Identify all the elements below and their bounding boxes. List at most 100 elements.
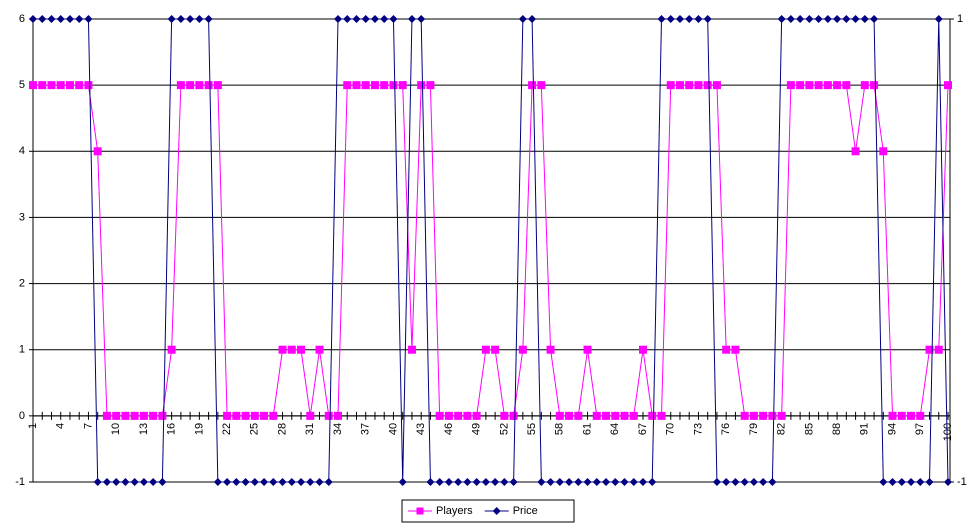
data-point bbox=[334, 15, 342, 23]
series-line bbox=[33, 84, 949, 417]
data-point bbox=[722, 478, 731, 486]
data-point bbox=[75, 81, 84, 90]
data-point bbox=[260, 411, 269, 420]
data-point bbox=[731, 478, 740, 486]
data-point bbox=[675, 81, 684, 90]
data-point bbox=[444, 478, 453, 486]
data-point bbox=[380, 81, 389, 90]
data-point bbox=[583, 345, 592, 354]
x-tick-label: 7 bbox=[82, 423, 94, 429]
y-tick-label: 3 bbox=[19, 211, 25, 223]
data-point bbox=[204, 15, 213, 23]
data-point bbox=[611, 478, 620, 486]
data-point bbox=[213, 478, 222, 486]
data-point bbox=[93, 147, 102, 156]
data-point bbox=[29, 15, 37, 23]
data-point bbox=[463, 411, 472, 420]
data-point bbox=[639, 478, 647, 486]
x-tick-label: 1 bbox=[27, 423, 39, 429]
data-point bbox=[925, 478, 934, 486]
data-point bbox=[666, 15, 675, 23]
data-point bbox=[352, 81, 361, 90]
data-point bbox=[398, 81, 407, 90]
legend-label: Players bbox=[436, 505, 473, 517]
y-tick-label: 5 bbox=[19, 79, 25, 91]
data-point bbox=[546, 478, 555, 486]
data-point bbox=[435, 411, 444, 420]
x-tick-label: 55 bbox=[526, 423, 538, 435]
data-point bbox=[740, 478, 749, 486]
data-point bbox=[518, 15, 527, 23]
x-tick-label: 91 bbox=[859, 423, 871, 435]
data-point bbox=[287, 345, 296, 354]
data-point bbox=[65, 81, 74, 90]
data-point bbox=[481, 478, 490, 486]
data-point bbox=[370, 15, 379, 23]
data-point bbox=[121, 411, 130, 420]
data-point bbox=[426, 478, 435, 486]
data-point bbox=[204, 81, 213, 90]
data-point bbox=[602, 478, 611, 486]
data-point bbox=[934, 15, 943, 23]
x-tick-label: 28 bbox=[276, 423, 288, 435]
data-point bbox=[759, 478, 768, 486]
data-point bbox=[796, 15, 805, 23]
data-point bbox=[139, 411, 148, 420]
x-tick-label: 70 bbox=[665, 423, 677, 435]
data-point bbox=[380, 15, 389, 23]
data-point bbox=[749, 478, 758, 486]
data-point bbox=[944, 81, 952, 90]
data-point bbox=[481, 345, 490, 354]
data-point bbox=[583, 478, 592, 486]
data-point bbox=[574, 411, 583, 420]
y-tick-label: 2 bbox=[19, 277, 25, 289]
data-point bbox=[130, 478, 139, 486]
data-point bbox=[435, 478, 444, 486]
data-point bbox=[370, 81, 379, 90]
x-tick-label: 100 bbox=[942, 423, 954, 441]
data-point bbox=[528, 15, 537, 23]
data-point bbox=[574, 478, 583, 486]
data-point bbox=[398, 478, 407, 486]
x-tick-label: 43 bbox=[415, 423, 427, 435]
x-tick-label: 10 bbox=[110, 423, 122, 435]
data-point bbox=[167, 345, 176, 354]
data-point bbox=[454, 478, 463, 486]
data-point bbox=[712, 81, 721, 90]
data-point bbox=[324, 411, 333, 420]
data-point bbox=[426, 81, 435, 90]
y2-tick-label: 1 bbox=[957, 13, 963, 25]
data-point bbox=[888, 411, 897, 420]
data-point bbox=[167, 15, 176, 23]
data-point bbox=[509, 478, 518, 486]
data-point bbox=[777, 15, 786, 23]
data-point bbox=[444, 411, 453, 420]
data-point bbox=[814, 15, 823, 23]
data-point bbox=[306, 478, 315, 486]
data-point bbox=[315, 478, 324, 486]
data-point bbox=[149, 478, 158, 486]
data-point bbox=[639, 345, 647, 354]
data-point bbox=[907, 411, 916, 420]
data-point bbox=[611, 411, 620, 420]
data-point bbox=[528, 81, 537, 90]
data-point bbox=[731, 345, 740, 354]
data-point bbox=[195, 81, 204, 90]
data-point bbox=[555, 411, 564, 420]
data-point bbox=[694, 15, 703, 23]
x-tick-label: 37 bbox=[360, 423, 372, 435]
data-point bbox=[602, 411, 611, 420]
data-point bbox=[121, 478, 130, 486]
data-point bbox=[463, 478, 472, 486]
data-point bbox=[232, 411, 241, 420]
y-tick-label: 4 bbox=[19, 145, 25, 157]
x-tick-label: 73 bbox=[692, 423, 704, 435]
data-point bbox=[84, 15, 93, 23]
data-point bbox=[75, 15, 84, 23]
x-tick-label: 40 bbox=[387, 423, 399, 435]
data-point bbox=[500, 411, 509, 420]
data-point bbox=[56, 81, 65, 90]
data-point bbox=[306, 411, 315, 420]
data-point bbox=[29, 81, 37, 90]
y-tick-label: 0 bbox=[19, 410, 25, 422]
